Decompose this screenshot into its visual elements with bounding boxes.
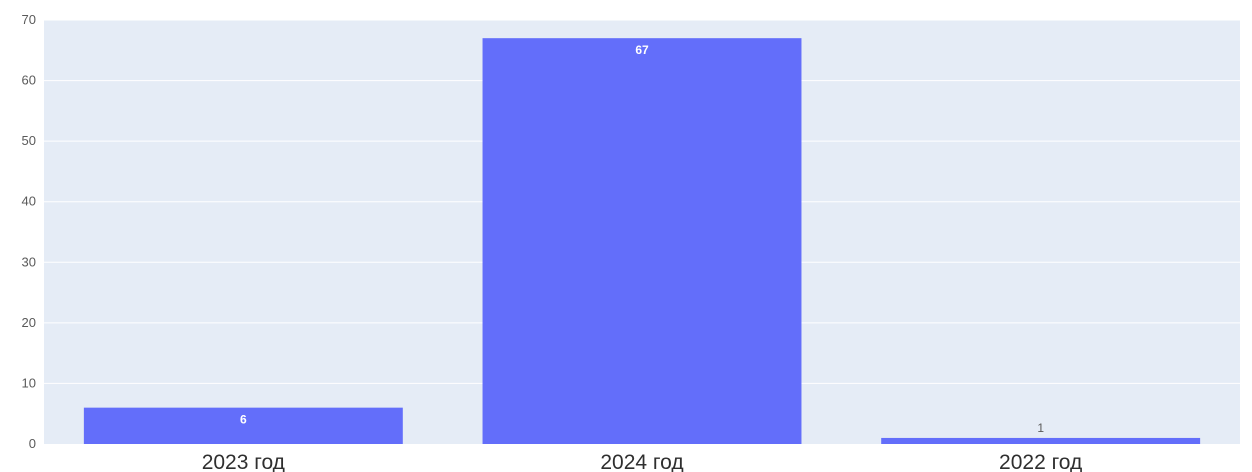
bar: [482, 38, 802, 445]
data-label: 67: [635, 43, 649, 57]
y-tick-label: 60: [22, 73, 36, 88]
data-label: 1: [1037, 421, 1044, 435]
y-axis: 0 10 20 30 40 50 60 70: [22, 12, 36, 451]
y-tick-label: 0: [29, 436, 36, 451]
bar: [881, 437, 1201, 444]
x-axis: 2023 год 2024 год 2022 год: [202, 451, 1083, 472]
y-tick-label: 10: [22, 375, 36, 390]
bar: [83, 407, 403, 444]
data-label: 6: [240, 413, 247, 427]
bar-layer: [83, 38, 1201, 445]
y-tick-label: 40: [22, 194, 36, 209]
data-label-layer: 6 67 1: [240, 43, 1044, 435]
y-tick-label: 70: [22, 12, 36, 27]
x-tick-label: 2022 год: [999, 451, 1082, 472]
y-tick-label: 30: [22, 254, 36, 269]
x-tick-label: 2023 год: [202, 451, 285, 472]
y-tick-label: 50: [22, 133, 36, 148]
y-tick-label: 20: [22, 315, 36, 330]
x-tick-label: 2024 год: [600, 451, 683, 472]
